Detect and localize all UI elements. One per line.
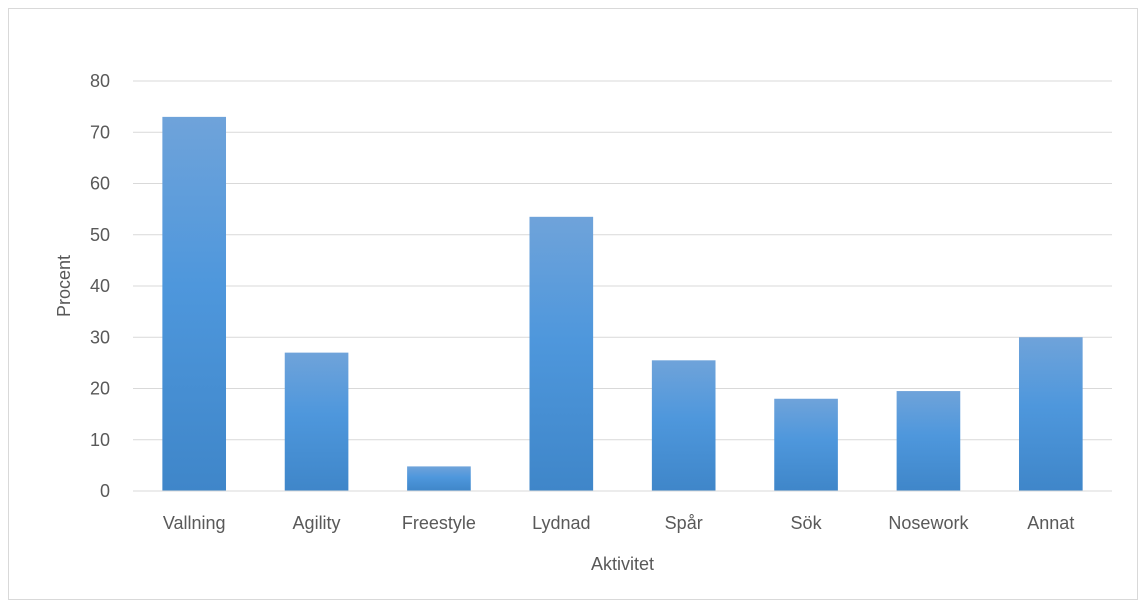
y-tick-labels: 0 10 20 30 40 50 60 70 80 <box>90 71 110 501</box>
bar-vallning <box>162 116 227 491</box>
y-tick-label: 30 <box>90 327 110 347</box>
bar-agility <box>284 352 349 491</box>
bar-freestyle <box>407 466 471 491</box>
bar-spår <box>651 360 716 491</box>
x-tick-label: Vallning <box>163 513 226 533</box>
y-tick-label: 40 <box>90 276 110 296</box>
y-tick-label: 50 <box>90 225 110 245</box>
y-tick-label: 20 <box>90 379 110 399</box>
bar-sök <box>774 398 838 491</box>
bar-annat <box>1018 337 1083 491</box>
x-tick-labels: Vallning Agility Freestyle Lydnad Spår Sök Nos… <box>163 513 1075 533</box>
y-tick-label: 10 <box>90 430 110 450</box>
bars <box>162 116 1083 491</box>
y-tick-label: 0 <box>100 481 110 501</box>
x-tick-label: Agility <box>293 513 341 533</box>
x-axis-title: Aktivitet <box>591 554 654 574</box>
x-tick-label: Lydnad <box>532 513 590 533</box>
y-tick-label: 60 <box>90 174 110 194</box>
x-tick-label: Spår <box>665 513 703 533</box>
grid-lines <box>133 80 1112 441</box>
x-tick-label: Nosework <box>888 513 969 533</box>
bar-lydnad <box>529 216 594 491</box>
y-tick-label: 70 <box>90 122 110 142</box>
x-tick-label: Annat <box>1027 513 1074 533</box>
x-tick-label: Sök <box>791 513 823 533</box>
bar-nosework <box>896 391 961 491</box>
y-tick-label: 80 <box>90 71 110 91</box>
x-tick-label: Freestyle <box>402 513 476 533</box>
y-axis-title: Procent <box>54 255 74 317</box>
